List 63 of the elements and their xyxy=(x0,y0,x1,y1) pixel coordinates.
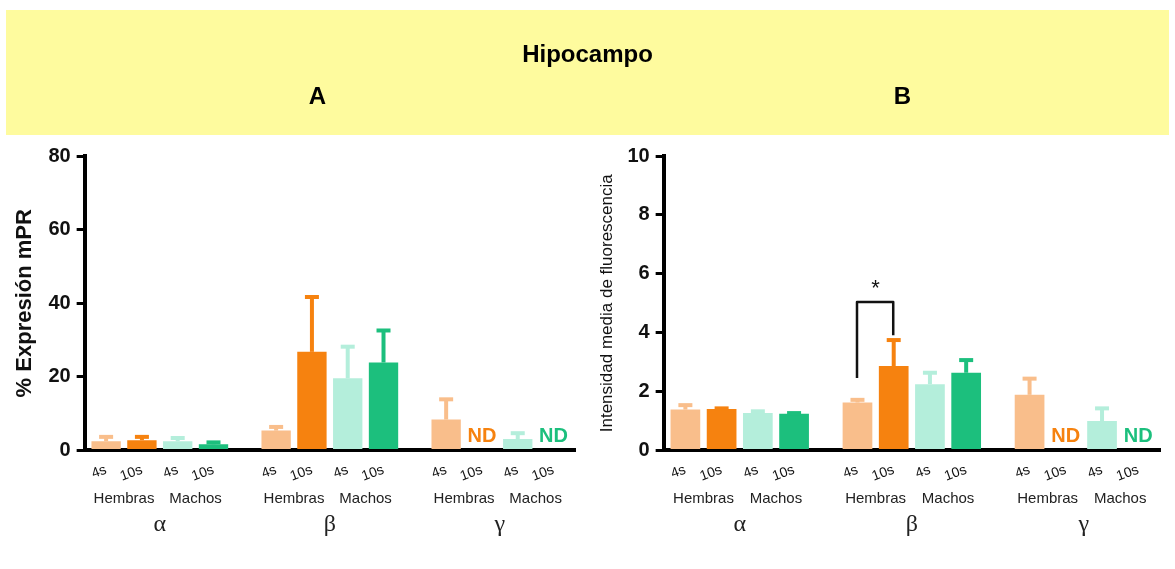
y-tick-label: 10 xyxy=(627,143,650,166)
text: Machos xyxy=(169,488,222,506)
y-tick-label: 4 xyxy=(638,320,651,343)
x-tick-label: 10s xyxy=(117,460,145,484)
chart-title: Hipocampo xyxy=(521,40,654,68)
x-tick-label: 4s xyxy=(429,460,449,481)
x-tick-label: 10s xyxy=(189,460,216,484)
y-tick-label: 0 xyxy=(638,438,650,461)
x-tick-label: 4s xyxy=(500,460,521,481)
y-axis-title: Intensidad media de fluorescencia xyxy=(596,173,616,433)
text: γ xyxy=(1077,509,1090,536)
y-tick-label: 0 xyxy=(59,438,71,461)
text: Machos xyxy=(921,488,975,506)
x-tick-label: 4s xyxy=(259,460,279,481)
x-tick-label: 10s xyxy=(457,460,485,484)
y-tick-label: 40 xyxy=(48,290,71,313)
text: β xyxy=(905,509,918,536)
y-tick-label: 8 xyxy=(638,202,650,225)
text: Machos xyxy=(339,488,392,506)
text: Machos xyxy=(1093,488,1147,506)
text: ND xyxy=(1051,424,1081,447)
text: Hembras xyxy=(845,488,907,506)
x-tick-label: 10s xyxy=(529,460,556,484)
x-tick-label: 4s xyxy=(89,460,109,481)
text: ND xyxy=(1123,424,1153,447)
x-tick-label: 4s xyxy=(1085,460,1105,481)
x-tick-label: 4s xyxy=(330,460,351,481)
x-tick-label: 10s xyxy=(869,460,897,484)
text: Machos xyxy=(749,488,803,506)
text: γ xyxy=(493,509,506,536)
y-tick-label: 20 xyxy=(48,364,71,387)
x-tick-label: 10s xyxy=(941,460,969,484)
text: ND xyxy=(539,424,568,447)
annotation: * xyxy=(871,274,881,300)
chart-subtitle: A xyxy=(307,82,328,110)
y-tick-label: 60 xyxy=(48,217,71,240)
x-tick-label: 10s xyxy=(359,460,386,484)
text: Hembras xyxy=(1017,488,1079,506)
x-tick-label: 4s xyxy=(840,460,860,481)
x-tick-label: 4s xyxy=(740,460,761,481)
x-tick-label: 10s xyxy=(287,460,315,484)
y-tick-label: 6 xyxy=(638,261,650,284)
x-tick-label: 10s xyxy=(769,460,797,484)
chart-subtitle: B xyxy=(892,82,913,110)
text: ND xyxy=(467,424,497,447)
text: Hembras xyxy=(673,488,734,506)
text: Hembras xyxy=(93,488,155,506)
text: α xyxy=(733,509,747,536)
y-tick-label: 80 xyxy=(48,143,71,166)
x-tick-label: 10s xyxy=(697,460,724,484)
text: Hembras xyxy=(433,488,495,506)
text: Machos xyxy=(509,488,562,506)
x-tick-label: 4s xyxy=(160,460,181,481)
y-axis-title: % Expresión mPR xyxy=(11,209,37,398)
text: β xyxy=(323,509,336,536)
text: Hembras xyxy=(263,488,325,506)
x-tick-label: 10s xyxy=(1041,460,1069,484)
text: α xyxy=(153,509,167,536)
x-tick-label: 4s xyxy=(912,460,933,481)
y-tick-label: 2 xyxy=(638,379,650,402)
x-tick-label: 4s xyxy=(1012,460,1032,481)
x-tick-label: 4s xyxy=(668,460,688,481)
x-tick-label: 10s xyxy=(1113,460,1141,484)
